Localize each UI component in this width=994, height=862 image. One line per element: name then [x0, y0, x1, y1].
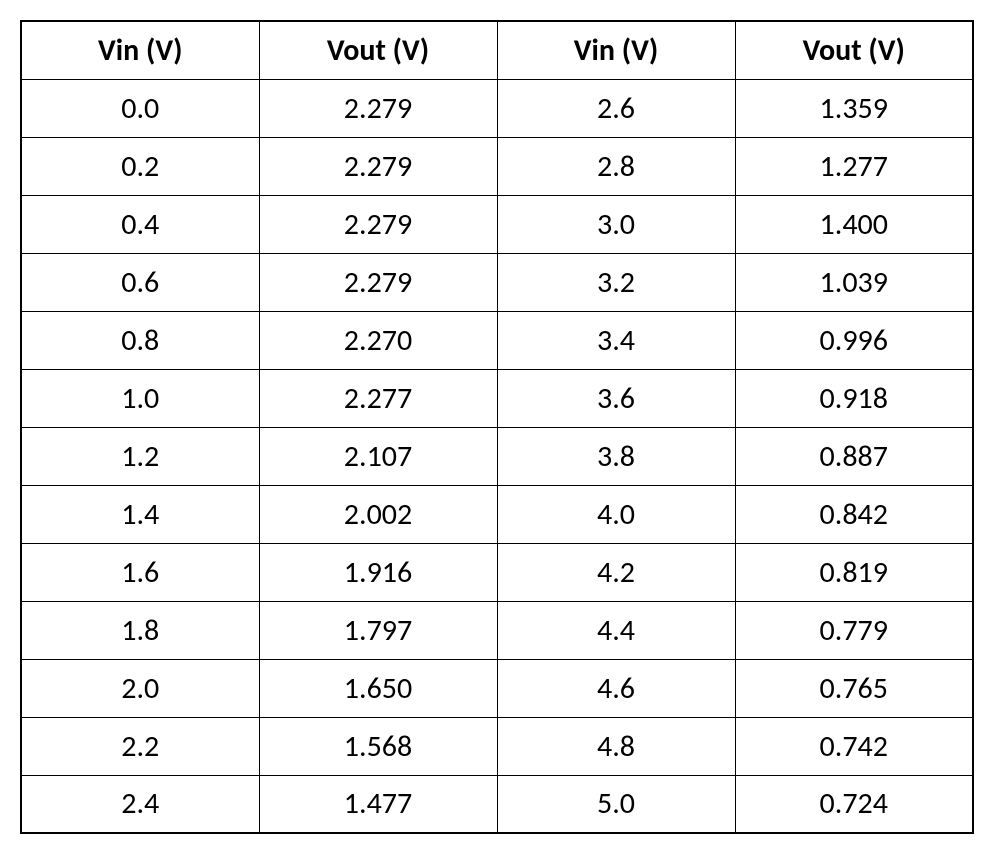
table-cell: 2.4	[21, 775, 259, 833]
table-cell: 2.2	[21, 717, 259, 775]
table-row: 0.82.2703.40.996	[21, 311, 973, 369]
table-cell: 0.8	[21, 311, 259, 369]
table-row: 0.42.2793.01.400	[21, 195, 973, 253]
table-cell: 4.2	[497, 543, 735, 601]
table-cell: 1.650	[259, 659, 497, 717]
table-cell: 4.4	[497, 601, 735, 659]
table-cell: 1.477	[259, 775, 497, 833]
table-cell: 0.4	[21, 195, 259, 253]
table-cell: 1.568	[259, 717, 497, 775]
table-cell: 2.8	[497, 137, 735, 195]
table-cell: 0.887	[735, 427, 973, 485]
table-cell: 2.279	[259, 253, 497, 311]
table-cell: 2.279	[259, 137, 497, 195]
table-cell: 3.2	[497, 253, 735, 311]
column-header: Vout (V)	[735, 21, 973, 79]
table-cell: 3.4	[497, 311, 735, 369]
table-cell: 1.916	[259, 543, 497, 601]
table-cell: 1.359	[735, 79, 973, 137]
table-cell: 1.8	[21, 601, 259, 659]
table-cell: 3.0	[497, 195, 735, 253]
table-row: 2.21.5684.80.742	[21, 717, 973, 775]
table-cell: 2.277	[259, 369, 497, 427]
table-cell: 2.0	[21, 659, 259, 717]
table-cell: 0.779	[735, 601, 973, 659]
table-cell: 1.039	[735, 253, 973, 311]
table-cell: 4.8	[497, 717, 735, 775]
table-cell: 2.279	[259, 195, 497, 253]
table-row: 0.02.2792.61.359	[21, 79, 973, 137]
table-cell: 3.6	[497, 369, 735, 427]
table-row: 1.42.0024.00.842	[21, 485, 973, 543]
table-cell: 0.842	[735, 485, 973, 543]
column-header: Vin (V)	[497, 21, 735, 79]
table-cell: 1.6	[21, 543, 259, 601]
table-cell: 0.2	[21, 137, 259, 195]
table-cell: 0.996	[735, 311, 973, 369]
table-row: 1.61.9164.20.819	[21, 543, 973, 601]
table-cell: 2.6	[497, 79, 735, 137]
table-row: 2.01.6504.60.765	[21, 659, 973, 717]
table-cell: 1.4	[21, 485, 259, 543]
column-header: Vout (V)	[259, 21, 497, 79]
table-cell: 1.2	[21, 427, 259, 485]
table-cell: 0.918	[735, 369, 973, 427]
table-cell: 0.6	[21, 253, 259, 311]
table-cell: 0.819	[735, 543, 973, 601]
table-row: 1.22.1073.80.887	[21, 427, 973, 485]
table-cell: 4.0	[497, 485, 735, 543]
table-cell: 0.0	[21, 79, 259, 137]
table-row: 1.02.2773.60.918	[21, 369, 973, 427]
table-cell: 1.0	[21, 369, 259, 427]
table-row: 0.62.2793.21.039	[21, 253, 973, 311]
table-body: 0.02.2792.61.3590.22.2792.81.2770.42.279…	[21, 79, 973, 833]
table-cell: 0.724	[735, 775, 973, 833]
table-cell: 5.0	[497, 775, 735, 833]
table-cell: 0.742	[735, 717, 973, 775]
table-cell: 4.6	[497, 659, 735, 717]
table-cell: 1.277	[735, 137, 973, 195]
table-cell: 2.002	[259, 485, 497, 543]
table-cell: 3.8	[497, 427, 735, 485]
column-header: Vin (V)	[21, 21, 259, 79]
table-row: 2.41.4775.00.724	[21, 775, 973, 833]
table-cell: 2.107	[259, 427, 497, 485]
table-cell: 0.765	[735, 659, 973, 717]
table-header-row: Vin (V) Vout (V) Vin (V) Vout (V)	[21, 21, 973, 79]
table-cell: 2.270	[259, 311, 497, 369]
table-cell: 2.279	[259, 79, 497, 137]
table-row: 1.81.7974.40.779	[21, 601, 973, 659]
table-cell: 1.400	[735, 195, 973, 253]
voltage-table: Vin (V) Vout (V) Vin (V) Vout (V) 0.02.2…	[20, 20, 974, 834]
table-row: 0.22.2792.81.277	[21, 137, 973, 195]
table-header: Vin (V) Vout (V) Vin (V) Vout (V)	[21, 21, 973, 79]
table-cell: 1.797	[259, 601, 497, 659]
